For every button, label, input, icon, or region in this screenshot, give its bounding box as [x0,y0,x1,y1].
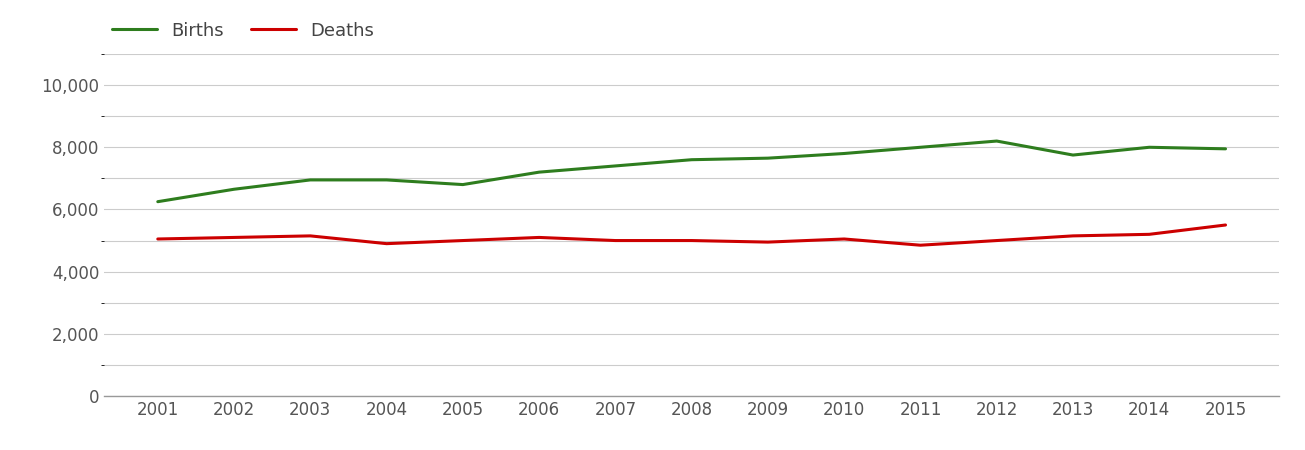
Births [150,199,166,204]
Births [912,144,928,150]
Deaths [531,235,547,240]
Line: Births: Births [158,141,1225,202]
Deaths [989,238,1005,243]
Deaths [1218,222,1233,228]
Deaths [760,239,775,245]
Deaths [378,241,394,246]
Births [455,182,471,187]
Births [684,157,699,162]
Deaths [226,235,241,240]
Deaths [912,243,928,248]
Deaths [150,236,166,242]
Births [1142,144,1158,150]
Births [760,155,775,161]
Deaths [1065,233,1081,238]
Deaths [455,238,471,243]
Births [303,177,318,183]
Births [226,187,241,192]
Deaths [837,236,852,242]
Births [837,151,852,156]
Deaths [1142,232,1158,237]
Legend: Births, Deaths: Births, Deaths [104,14,381,47]
Births [608,163,624,169]
Births [1218,146,1233,152]
Births [378,177,394,183]
Births [989,138,1005,144]
Deaths [684,238,699,243]
Deaths [303,233,318,238]
Line: Deaths: Deaths [158,225,1225,245]
Births [531,170,547,175]
Deaths [608,238,624,243]
Births [1065,153,1081,158]
